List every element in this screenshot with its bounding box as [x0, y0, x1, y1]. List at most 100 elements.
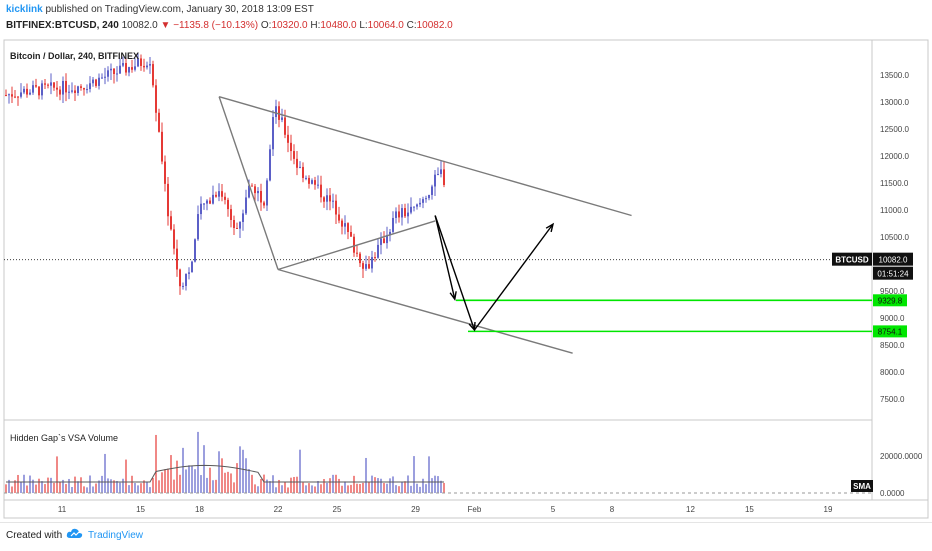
candle-body — [164, 161, 166, 184]
candle-body — [404, 208, 406, 217]
chart-area[interactable]: BTCUSD 10082.0 01:51:24 9329.8 8754.1 13500.… — [0, 38, 932, 527]
symbol-line: BITFINEX:BTCUSD, 240 10082.0 ▼ −1135.8 (… — [6, 20, 453, 31]
candle-body — [86, 89, 88, 91]
candle-body — [371, 257, 373, 269]
footer: Created with TradingView — [0, 522, 932, 551]
published-text: published on TradingView.com, January 30… — [42, 4, 314, 15]
candle-body — [140, 58, 142, 66]
candle-body — [425, 198, 427, 200]
candle-body — [53, 82, 55, 88]
price-tick-label: 8000.0 — [880, 368, 905, 377]
candle-body — [239, 221, 241, 229]
candle-body — [233, 219, 235, 228]
wedge-line — [277, 220, 436, 271]
candle-body — [131, 67, 133, 70]
time-tick-label: 8 — [610, 505, 615, 514]
price-chart[interactable]: BTCUSD 10082.0 01:51:24 9329.8 8754.1 13500.… — [0, 38, 932, 522]
candle-body — [278, 106, 280, 120]
candle-body — [35, 85, 37, 87]
chart-title: Bitcoin / Dollar, 240, BITFINEX — [10, 51, 139, 61]
candle-body — [317, 184, 319, 186]
candle-body — [149, 64, 151, 66]
time-axis[interactable] — [3, 499, 929, 519]
price-tick-label: 12000.0 — [880, 152, 909, 161]
last-price-tag-bg — [873, 252, 913, 266]
target-tag-bg — [873, 325, 907, 338]
candle-body — [62, 80, 64, 95]
candle-body — [191, 261, 193, 273]
candle-body — [431, 186, 433, 195]
price-tick-label: 8500.0 — [880, 341, 905, 350]
created-with: Created with — [6, 530, 63, 541]
candle-body — [323, 197, 325, 202]
projection-arrow-head — [545, 222, 555, 233]
candle-body — [320, 184, 322, 198]
candle-body — [215, 194, 217, 197]
candle-body — [182, 285, 184, 287]
open-label: O: — [260, 20, 272, 31]
candle-body — [20, 92, 22, 97]
candle-body — [80, 86, 82, 88]
symbol-tag: BTCUSD — [835, 256, 869, 265]
candle-body — [170, 216, 172, 230]
candle-body — [383, 238, 385, 244]
candle-body — [161, 131, 163, 162]
candle-body — [65, 80, 67, 93]
candle-body — [113, 68, 115, 74]
last-price: 10082.0 — [121, 20, 158, 31]
author-link[interactable]: kicklink — [6, 4, 43, 15]
time-tick-label: 15 — [136, 505, 145, 514]
target-tag: 8754.1 — [878, 327, 903, 336]
high-label: H: — [310, 20, 321, 31]
price-tick-label: 13000.0 — [880, 98, 909, 107]
candle-body — [125, 63, 127, 73]
candle-body — [413, 206, 415, 208]
candle-body — [332, 200, 334, 202]
candle-body — [437, 173, 439, 175]
candle-body — [341, 220, 343, 227]
candle-body — [5, 94, 7, 96]
time-tick-label: 18 — [195, 505, 204, 514]
time-tick-label: 15 — [745, 505, 754, 514]
candle-body — [11, 94, 13, 97]
price-tick-label: 11000.0 — [880, 206, 909, 215]
price-tick-label: 9500.0 — [880, 287, 905, 296]
candle-body — [110, 68, 112, 71]
channel-left-line — [218, 96, 279, 270]
candle-body — [98, 77, 100, 86]
channel-lower-line — [277, 268, 573, 354]
open-value: 10320.0 — [271, 20, 308, 31]
candle-body — [14, 96, 16, 98]
candle-body — [38, 86, 40, 96]
candle-body — [344, 223, 346, 227]
close-label: C: — [406, 20, 417, 31]
candle-body — [212, 194, 214, 204]
candle-body — [71, 90, 73, 92]
candle-body — [185, 273, 187, 286]
time-tick-label: Feb — [468, 505, 482, 514]
tradingview-cloud-icon[interactable] — [66, 527, 84, 541]
candle-body — [227, 199, 229, 210]
tradingview-link[interactable]: TradingView — [88, 530, 144, 541]
price-tick-label: 12500.0 — [880, 125, 909, 134]
low-value: 10064.0 — [367, 20, 404, 31]
candle-body — [41, 83, 43, 96]
time-tick-label: 19 — [824, 505, 833, 514]
candle-body — [194, 239, 196, 262]
price-tick-label: 11500.0 — [880, 179, 909, 188]
candle-body — [95, 79, 97, 86]
candle-body — [26, 88, 28, 95]
candle-body — [281, 117, 283, 120]
candle-body — [293, 151, 295, 159]
sma-badge — [851, 480, 873, 492]
sma-label: SMA — [853, 482, 871, 491]
high-value: 10480.0 — [320, 20, 357, 31]
countdown-tag-bg — [873, 266, 913, 280]
candle-body — [167, 183, 169, 217]
candle-body — [287, 134, 289, 143]
projection-arrow-head — [449, 291, 457, 301]
candle-body — [395, 211, 397, 218]
projection-arrow — [473, 223, 554, 331]
candle-body — [188, 272, 190, 274]
candle-body — [272, 117, 274, 150]
